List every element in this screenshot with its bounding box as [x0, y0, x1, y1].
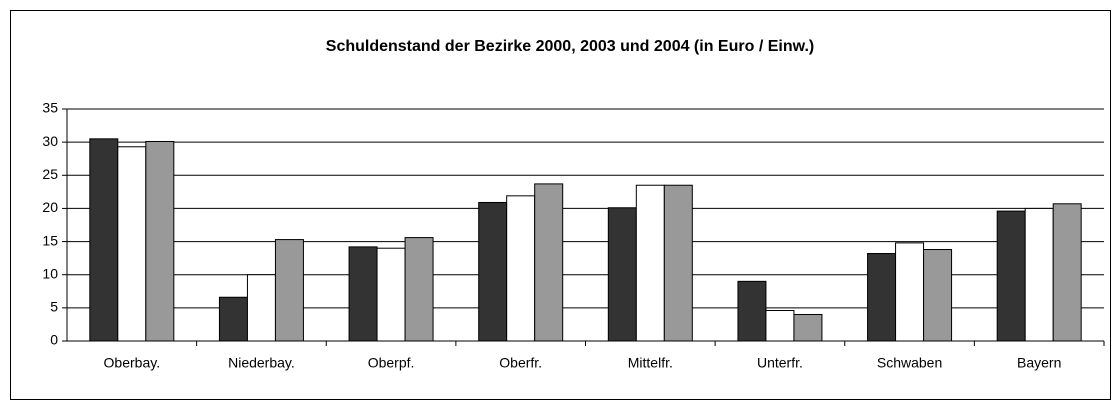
y-tick-label: 20	[42, 199, 58, 215]
bar	[218, 296, 248, 342]
x-tick-label: Oberfr.	[499, 355, 542, 371]
bar	[793, 313, 823, 342]
bar	[765, 310, 795, 342]
chart-title: Schuldenstand der Bezirke 2000, 2003 und…	[326, 38, 814, 55]
x-tick-label: Unterfr.	[757, 355, 803, 371]
x-tick-label: Schwaben	[877, 355, 942, 371]
x-tick-label: Bayern	[1017, 355, 1061, 371]
chart-frame	[10, 10, 1111, 400]
bar	[89, 138, 119, 342]
bar	[923, 249, 953, 342]
y-tick-label: 25	[42, 166, 58, 182]
x-tick-label: Niederbay.	[228, 355, 295, 371]
bar	[663, 184, 693, 342]
y-tick-label: 15	[42, 232, 58, 248]
bar	[274, 239, 304, 342]
y-tick-label: 5	[50, 299, 58, 315]
bar	[635, 184, 665, 342]
bar	[506, 195, 536, 342]
x-tick-label: Mittelfr.	[628, 355, 673, 371]
bar	[478, 201, 508, 342]
bar	[1052, 203, 1082, 342]
bar	[996, 210, 1026, 342]
bar	[404, 237, 434, 342]
bar	[246, 274, 276, 342]
y-tick-label: 35	[42, 100, 58, 116]
x-tick-label: Oberpf.	[368, 355, 415, 371]
bar	[145, 140, 175, 342]
y-tick-label: 0	[50, 332, 58, 348]
bar	[737, 280, 767, 342]
bar	[1024, 207, 1054, 342]
bar	[607, 207, 637, 342]
y-tick-label: 30	[42, 133, 58, 149]
y-tick-label: 10	[42, 265, 58, 281]
bar	[348, 246, 378, 342]
bar	[534, 183, 564, 342]
bar	[867, 253, 897, 342]
bar	[895, 242, 925, 342]
bar	[117, 146, 147, 342]
x-tick-label: Oberbay.	[104, 355, 161, 371]
bar	[376, 247, 406, 342]
